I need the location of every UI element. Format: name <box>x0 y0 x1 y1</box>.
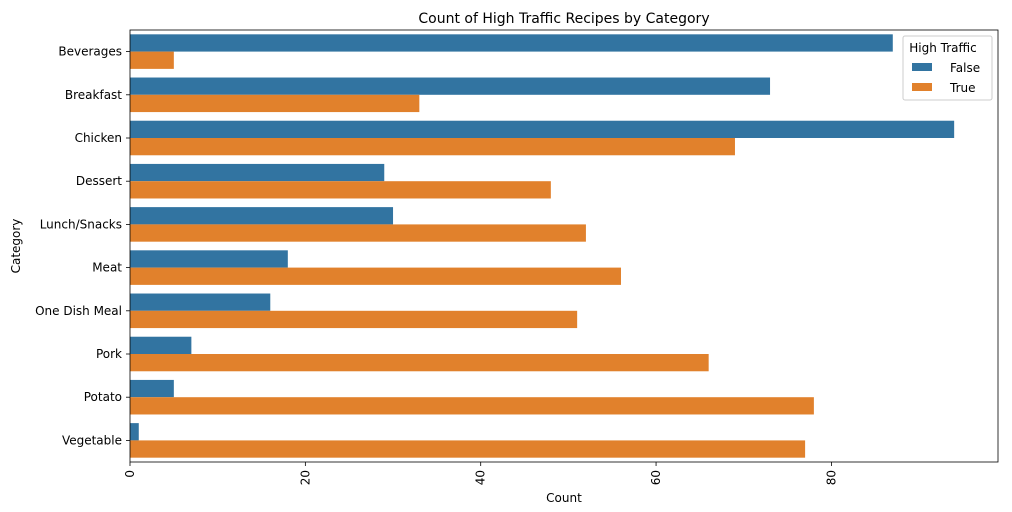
y-tick-label: Beverages <box>58 45 122 59</box>
bar-dessert-false <box>130 163 385 182</box>
y-tick-label: One Dish Meal <box>35 304 122 318</box>
y-axis-label: Category <box>9 219 23 274</box>
bar-one-dish-meal-false <box>130 293 271 311</box>
y-tick-label: Vegetable <box>62 433 122 447</box>
bar-dessert-true <box>130 181 551 199</box>
bar-vegetable-false <box>130 423 139 441</box>
ticks-layer: Beverages Breakfast Chicken Dessert Lunch/Sn… <box>35 45 838 486</box>
bar-breakfast-false <box>130 77 771 95</box>
bar-pork-false <box>130 336 192 354</box>
bar-beverages-false <box>130 34 893 52</box>
y-tick-label: Meat <box>92 261 122 275</box>
bar-lunch-snacks-false <box>130 207 394 225</box>
y-tick-label: Pork <box>96 347 122 361</box>
plot-frame <box>129 29 999 463</box>
legend-swatch-true <box>912 83 932 91</box>
bar-chicken-true <box>130 138 735 156</box>
chart-title: Count of High Traffic Recipes by Categor… <box>418 11 709 27</box>
x-tick-label: 40 <box>474 470 488 485</box>
y-tick-label: Breakfast <box>65 88 122 102</box>
y-tick-label: Potato <box>84 390 122 404</box>
bar-meat-true <box>130 267 621 285</box>
legend-label-true: True <box>949 81 976 95</box>
bar-pork-true <box>130 354 709 372</box>
bars-layer <box>130 34 955 458</box>
bar-breakfast-true <box>130 94 420 113</box>
bar-vegetable-true <box>130 440 806 458</box>
bar-one-dish-meal-true <box>130 310 578 329</box>
legend-title: High Traffic <box>909 41 976 55</box>
legend: High Traffic False True <box>902 35 993 101</box>
legend-swatch-false <box>912 63 932 71</box>
bar-potato-true <box>130 397 814 415</box>
x-tick-label: 0 <box>123 470 137 478</box>
legend-label-false: False <box>950 61 980 75</box>
x-axis-label: Count <box>546 491 582 505</box>
x-tick-label: 20 <box>298 470 312 485</box>
bar-lunch-snacks-true <box>130 224 586 242</box>
bar-potato-false <box>130 379 174 398</box>
bar-chicken-false <box>130 120 955 138</box>
y-tick-label: Dessert <box>76 174 122 188</box>
bar-meat-false <box>130 250 288 268</box>
y-tick-label: Lunch/Snacks <box>40 217 122 231</box>
x-tick-label: 80 <box>824 470 838 485</box>
y-tick-label: Chicken <box>75 131 122 145</box>
bar-beverages-true <box>130 51 174 69</box>
x-tick-label: 60 <box>649 470 663 485</box>
